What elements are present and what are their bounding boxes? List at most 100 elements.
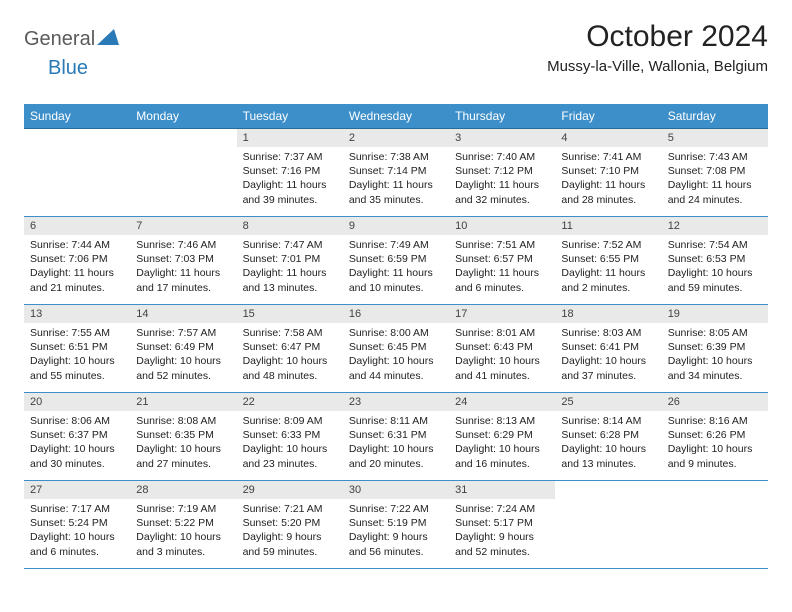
day-number: 2: [343, 129, 449, 147]
weekday-header: Sunday: [24, 104, 130, 129]
day-number: 27: [24, 481, 130, 499]
day-body: Sunrise: 7:37 AMSunset: 7:16 PMDaylight:…: [237, 147, 343, 213]
calendar-cell: 12Sunrise: 7:54 AMSunset: 6:53 PMDayligh…: [662, 217, 768, 305]
day-body: Sunrise: 8:08 AMSunset: 6:35 PMDaylight:…: [130, 411, 236, 477]
calendar-cell: 8Sunrise: 7:47 AMSunset: 7:01 PMDaylight…: [237, 217, 343, 305]
day-number: 4: [555, 129, 661, 147]
day-body: Sunrise: 7:38 AMSunset: 7:14 PMDaylight:…: [343, 147, 449, 213]
calendar-cell: 3Sunrise: 7:40 AMSunset: 7:12 PMDaylight…: [449, 129, 555, 217]
day-number: 6: [24, 217, 130, 235]
day-body: Sunrise: 8:14 AMSunset: 6:28 PMDaylight:…: [555, 411, 661, 477]
calendar-cell: 30Sunrise: 7:22 AMSunset: 5:19 PMDayligh…: [343, 481, 449, 569]
day-number: 16: [343, 305, 449, 323]
calendar-row: 27Sunrise: 7:17 AMSunset: 5:24 PMDayligh…: [24, 481, 768, 569]
day-number: 26: [662, 393, 768, 411]
calendar-cell: 4Sunrise: 7:41 AMSunset: 7:10 PMDaylight…: [555, 129, 661, 217]
day-number: 28: [130, 481, 236, 499]
calendar-cell: 11Sunrise: 7:52 AMSunset: 6:55 PMDayligh…: [555, 217, 661, 305]
day-number: 13: [24, 305, 130, 323]
calendar-cell: 20Sunrise: 8:06 AMSunset: 6:37 PMDayligh…: [24, 393, 130, 481]
calendar-cell: 18Sunrise: 8:03 AMSunset: 6:41 PMDayligh…: [555, 305, 661, 393]
calendar-cell: 7Sunrise: 7:46 AMSunset: 7:03 PMDaylight…: [130, 217, 236, 305]
calendar-cell: 23Sunrise: 8:11 AMSunset: 6:31 PMDayligh…: [343, 393, 449, 481]
calendar-cell: 9Sunrise: 7:49 AMSunset: 6:59 PMDaylight…: [343, 217, 449, 305]
calendar-cell: 10Sunrise: 7:51 AMSunset: 6:57 PMDayligh…: [449, 217, 555, 305]
day-number: 19: [662, 305, 768, 323]
calendar-cell: [130, 129, 236, 217]
day-number: 11: [555, 217, 661, 235]
day-body: Sunrise: 7:44 AMSunset: 7:06 PMDaylight:…: [24, 235, 130, 301]
calendar-cell: 31Sunrise: 7:24 AMSunset: 5:17 PMDayligh…: [449, 481, 555, 569]
day-body: Sunrise: 8:09 AMSunset: 6:33 PMDaylight:…: [237, 411, 343, 477]
calendar-cell: 1Sunrise: 7:37 AMSunset: 7:16 PMDaylight…: [237, 129, 343, 217]
calendar-cell: 21Sunrise: 8:08 AMSunset: 6:35 PMDayligh…: [130, 393, 236, 481]
day-number: 5: [662, 129, 768, 147]
day-number: 10: [449, 217, 555, 235]
logo-triangle-icon: [97, 29, 119, 50]
weekday-header: Tuesday: [237, 104, 343, 129]
day-body: Sunrise: 7:21 AMSunset: 5:20 PMDaylight:…: [237, 499, 343, 565]
calendar-cell: [555, 481, 661, 569]
day-body: Sunrise: 8:03 AMSunset: 6:41 PMDaylight:…: [555, 323, 661, 389]
day-body: Sunrise: 7:46 AMSunset: 7:03 PMDaylight:…: [130, 235, 236, 301]
day-body: Sunrise: 7:55 AMSunset: 6:51 PMDaylight:…: [24, 323, 130, 389]
weekday-header: Friday: [555, 104, 661, 129]
calendar-table: SundayMondayTuesdayWednesdayThursdayFrid…: [24, 104, 768, 569]
calendar-cell: 13Sunrise: 7:55 AMSunset: 6:51 PMDayligh…: [24, 305, 130, 393]
weekday-header: Saturday: [662, 104, 768, 129]
day-body: Sunrise: 8:16 AMSunset: 6:26 PMDaylight:…: [662, 411, 768, 477]
calendar-cell: 17Sunrise: 8:01 AMSunset: 6:43 PMDayligh…: [449, 305, 555, 393]
page-title: October 2024: [547, 20, 768, 54]
day-body: Sunrise: 7:51 AMSunset: 6:57 PMDaylight:…: [449, 235, 555, 301]
day-number: 9: [343, 217, 449, 235]
day-body: Sunrise: 7:19 AMSunset: 5:22 PMDaylight:…: [130, 499, 236, 565]
calendar-cell: 24Sunrise: 8:13 AMSunset: 6:29 PMDayligh…: [449, 393, 555, 481]
day-number: 18: [555, 305, 661, 323]
calendar-cell: 16Sunrise: 8:00 AMSunset: 6:45 PMDayligh…: [343, 305, 449, 393]
day-number: 12: [662, 217, 768, 235]
weekday-header: Monday: [130, 104, 236, 129]
calendar-body: 1Sunrise: 7:37 AMSunset: 7:16 PMDaylight…: [24, 129, 768, 569]
day-body: Sunrise: 8:06 AMSunset: 6:37 PMDaylight:…: [24, 411, 130, 477]
calendar-cell: 22Sunrise: 8:09 AMSunset: 6:33 PMDayligh…: [237, 393, 343, 481]
day-number: 21: [130, 393, 236, 411]
logo-text-general: General: [24, 28, 95, 51]
calendar-cell: 15Sunrise: 7:58 AMSunset: 6:47 PMDayligh…: [237, 305, 343, 393]
calendar-row: 1Sunrise: 7:37 AMSunset: 7:16 PMDaylight…: [24, 129, 768, 217]
weekday-header: Thursday: [449, 104, 555, 129]
day-body: Sunrise: 7:40 AMSunset: 7:12 PMDaylight:…: [449, 147, 555, 213]
day-number: 23: [343, 393, 449, 411]
calendar-cell: 25Sunrise: 8:14 AMSunset: 6:28 PMDayligh…: [555, 393, 661, 481]
day-body: Sunrise: 7:17 AMSunset: 5:24 PMDaylight:…: [24, 499, 130, 565]
calendar-cell: 26Sunrise: 8:16 AMSunset: 6:26 PMDayligh…: [662, 393, 768, 481]
day-body: Sunrise: 8:13 AMSunset: 6:29 PMDaylight:…: [449, 411, 555, 477]
day-body: Sunrise: 8:11 AMSunset: 6:31 PMDaylight:…: [343, 411, 449, 477]
day-body: Sunrise: 8:00 AMSunset: 6:45 PMDaylight:…: [343, 323, 449, 389]
calendar-row: 13Sunrise: 7:55 AMSunset: 6:51 PMDayligh…: [24, 305, 768, 393]
calendar-cell: [24, 129, 130, 217]
calendar-cell: 14Sunrise: 7:57 AMSunset: 6:49 PMDayligh…: [130, 305, 236, 393]
day-number: 31: [449, 481, 555, 499]
day-body: Sunrise: 8:01 AMSunset: 6:43 PMDaylight:…: [449, 323, 555, 389]
day-body: Sunrise: 7:57 AMSunset: 6:49 PMDaylight:…: [130, 323, 236, 389]
day-body: Sunrise: 7:22 AMSunset: 5:19 PMDaylight:…: [343, 499, 449, 565]
day-number: 17: [449, 305, 555, 323]
day-body: Sunrise: 7:49 AMSunset: 6:59 PMDaylight:…: [343, 235, 449, 301]
weekday-header: Wednesday: [343, 104, 449, 129]
day-body: Sunrise: 7:41 AMSunset: 7:10 PMDaylight:…: [555, 147, 661, 213]
day-number: 22: [237, 393, 343, 411]
logo-text-blue: Blue: [48, 57, 88, 79]
calendar-cell: 28Sunrise: 7:19 AMSunset: 5:22 PMDayligh…: [130, 481, 236, 569]
day-body: Sunrise: 7:24 AMSunset: 5:17 PMDaylight:…: [449, 499, 555, 565]
day-number: 1: [237, 129, 343, 147]
calendar-row: 6Sunrise: 7:44 AMSunset: 7:06 PMDaylight…: [24, 217, 768, 305]
day-number: 29: [237, 481, 343, 499]
day-number: 8: [237, 217, 343, 235]
day-body: Sunrise: 7:47 AMSunset: 7:01 PMDaylight:…: [237, 235, 343, 301]
day-number: 30: [343, 481, 449, 499]
day-number: 20: [24, 393, 130, 411]
calendar-cell: 6Sunrise: 7:44 AMSunset: 7:06 PMDaylight…: [24, 217, 130, 305]
calendar-cell: [662, 481, 768, 569]
calendar-cell: 29Sunrise: 7:21 AMSunset: 5:20 PMDayligh…: [237, 481, 343, 569]
calendar-cell: 27Sunrise: 7:17 AMSunset: 5:24 PMDayligh…: [24, 481, 130, 569]
